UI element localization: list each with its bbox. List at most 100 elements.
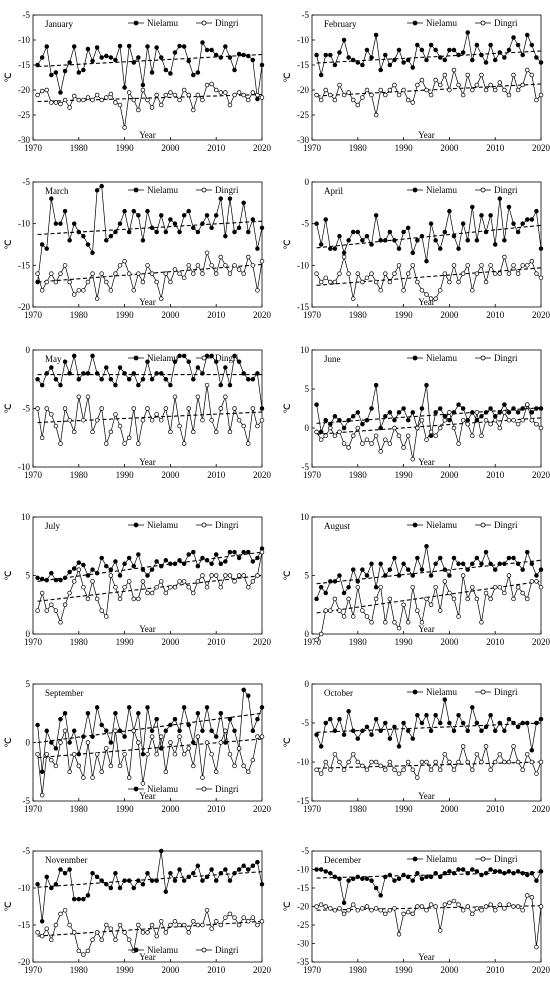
data-point-nielamu [39, 576, 45, 582]
data-point-dingri [383, 767, 388, 773]
data-point-dingri [428, 602, 434, 607]
data-point-nielamu [318, 744, 324, 749]
y-tick-label: 0 [305, 679, 310, 689]
data-point-nielamu [364, 573, 370, 578]
data-point-dingri [204, 907, 210, 913]
data-point-dingri [163, 406, 169, 411]
data-point-nielamu [255, 246, 260, 251]
data-point-nielamu [209, 867, 214, 872]
data-point-nielamu [209, 47, 214, 53]
data-point-dingri [506, 573, 512, 578]
data-point-nielamu [90, 250, 95, 256]
data-point-nielamu [323, 590, 328, 596]
data-point-dingri [154, 92, 159, 98]
data-point-nielamu [227, 382, 233, 388]
y-tick-label: 5 [305, 571, 310, 581]
data-point-nielamu [49, 72, 54, 78]
data-point-dingri [447, 759, 452, 765]
x-tick-label: 2000 [440, 965, 459, 975]
data-point-nielamu [447, 208, 452, 214]
trend-line-dingri [316, 267, 542, 286]
trend-line-dingri [37, 263, 263, 283]
data-point-dingri [337, 759, 342, 765]
data-point-nielamu [227, 549, 233, 555]
data-point-dingri [515, 584, 521, 590]
data-point-dingri [433, 433, 438, 439]
data-point-dingri [90, 97, 95, 103]
data-point-nielamu [383, 414, 388, 419]
legend-label-nielamu: Nielamu [426, 520, 457, 530]
data-point-nielamu [53, 221, 59, 226]
data-point-dingri [447, 410, 452, 415]
data-point-dingri [241, 915, 246, 920]
data-point-dingri [158, 734, 164, 739]
data-point-dingri [172, 92, 178, 98]
data-point-nielamu [396, 744, 402, 749]
data-point-nielamu [172, 221, 178, 226]
data-point-dingri [99, 271, 104, 276]
data-point-nielamu [131, 60, 137, 65]
data-point-dingri [241, 573, 246, 578]
data-point-nielamu [246, 867, 251, 872]
data-point-nielamu [259, 882, 265, 887]
data-point-nielamu [81, 734, 86, 739]
data-point-nielamu [337, 50, 342, 55]
data-point-nielamu [195, 229, 201, 235]
data-point-dingri [424, 87, 429, 93]
data-point-nielamu [58, 382, 63, 388]
data-point-dingri [479, 263, 484, 268]
data-point-dingri [341, 767, 347, 773]
data-point-nielamu [515, 229, 521, 235]
data-point-dingri [387, 279, 393, 285]
data-point-dingri [520, 767, 525, 773]
data-point-nielamu [158, 55, 164, 60]
data-point-dingri [405, 433, 411, 439]
data-point-dingri [460, 907, 466, 913]
data-point-nielamu [44, 874, 49, 880]
data-point-nielamu [213, 734, 219, 739]
data-point-dingri [437, 608, 443, 613]
trend-line-nielamu [316, 559, 542, 585]
data-point-nielamu [506, 716, 512, 722]
data-point-dingri [479, 433, 484, 439]
data-point-nielamu [350, 728, 356, 734]
data-point-nielamu [525, 720, 530, 726]
data-point-nielamu [44, 44, 49, 49]
data-point-nielamu [460, 561, 466, 567]
trend-line-dingri [316, 580, 542, 614]
data-point-nielamu [424, 57, 429, 63]
data-point-dingri [415, 279, 420, 285]
data-point-dingri [81, 417, 86, 423]
data-point-dingri [470, 584, 475, 590]
data-point-dingri [172, 394, 178, 400]
x-axis-label: Year [139, 952, 156, 962]
data-point-nielamu [479, 872, 484, 878]
data-point-dingri [122, 125, 127, 130]
data-point-dingri [200, 271, 205, 276]
legend-marker-dingri [480, 689, 486, 695]
data-point-dingri [378, 907, 383, 913]
data-point-nielamu [337, 876, 342, 881]
data-point-dingri [502, 906, 507, 911]
data-point-dingri [53, 100, 59, 105]
data-point-nielamu [497, 561, 503, 567]
data-point-nielamu [529, 410, 535, 415]
panel-title: Novenmber [45, 855, 88, 865]
x-tick-label: 1980 [70, 143, 89, 153]
data-point-dingri [62, 602, 68, 607]
data-point-dingri [534, 271, 539, 276]
data-point-dingri [39, 435, 45, 441]
data-point-dingri [181, 579, 187, 584]
plot-frame [311, 516, 542, 635]
data-point-nielamu [337, 716, 342, 722]
data-point-nielamu [341, 250, 347, 256]
legend-label-nielamu: Nielamu [426, 687, 457, 697]
legend-marker-dingri [201, 187, 207, 193]
data-point-nielamu [525, 217, 530, 222]
data-point-dingri [213, 573, 219, 578]
data-point-dingri [314, 429, 319, 435]
data-point-dingri [94, 930, 100, 935]
data-point-dingri [465, 904, 470, 909]
data-point-nielamu [246, 549, 251, 555]
data-point-nielamu [538, 716, 544, 722]
